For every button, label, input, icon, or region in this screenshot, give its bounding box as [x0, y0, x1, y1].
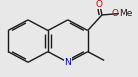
Text: O: O	[96, 0, 103, 9]
Text: N: N	[64, 58, 71, 67]
Text: O: O	[112, 9, 119, 18]
Text: Me: Me	[120, 9, 133, 18]
